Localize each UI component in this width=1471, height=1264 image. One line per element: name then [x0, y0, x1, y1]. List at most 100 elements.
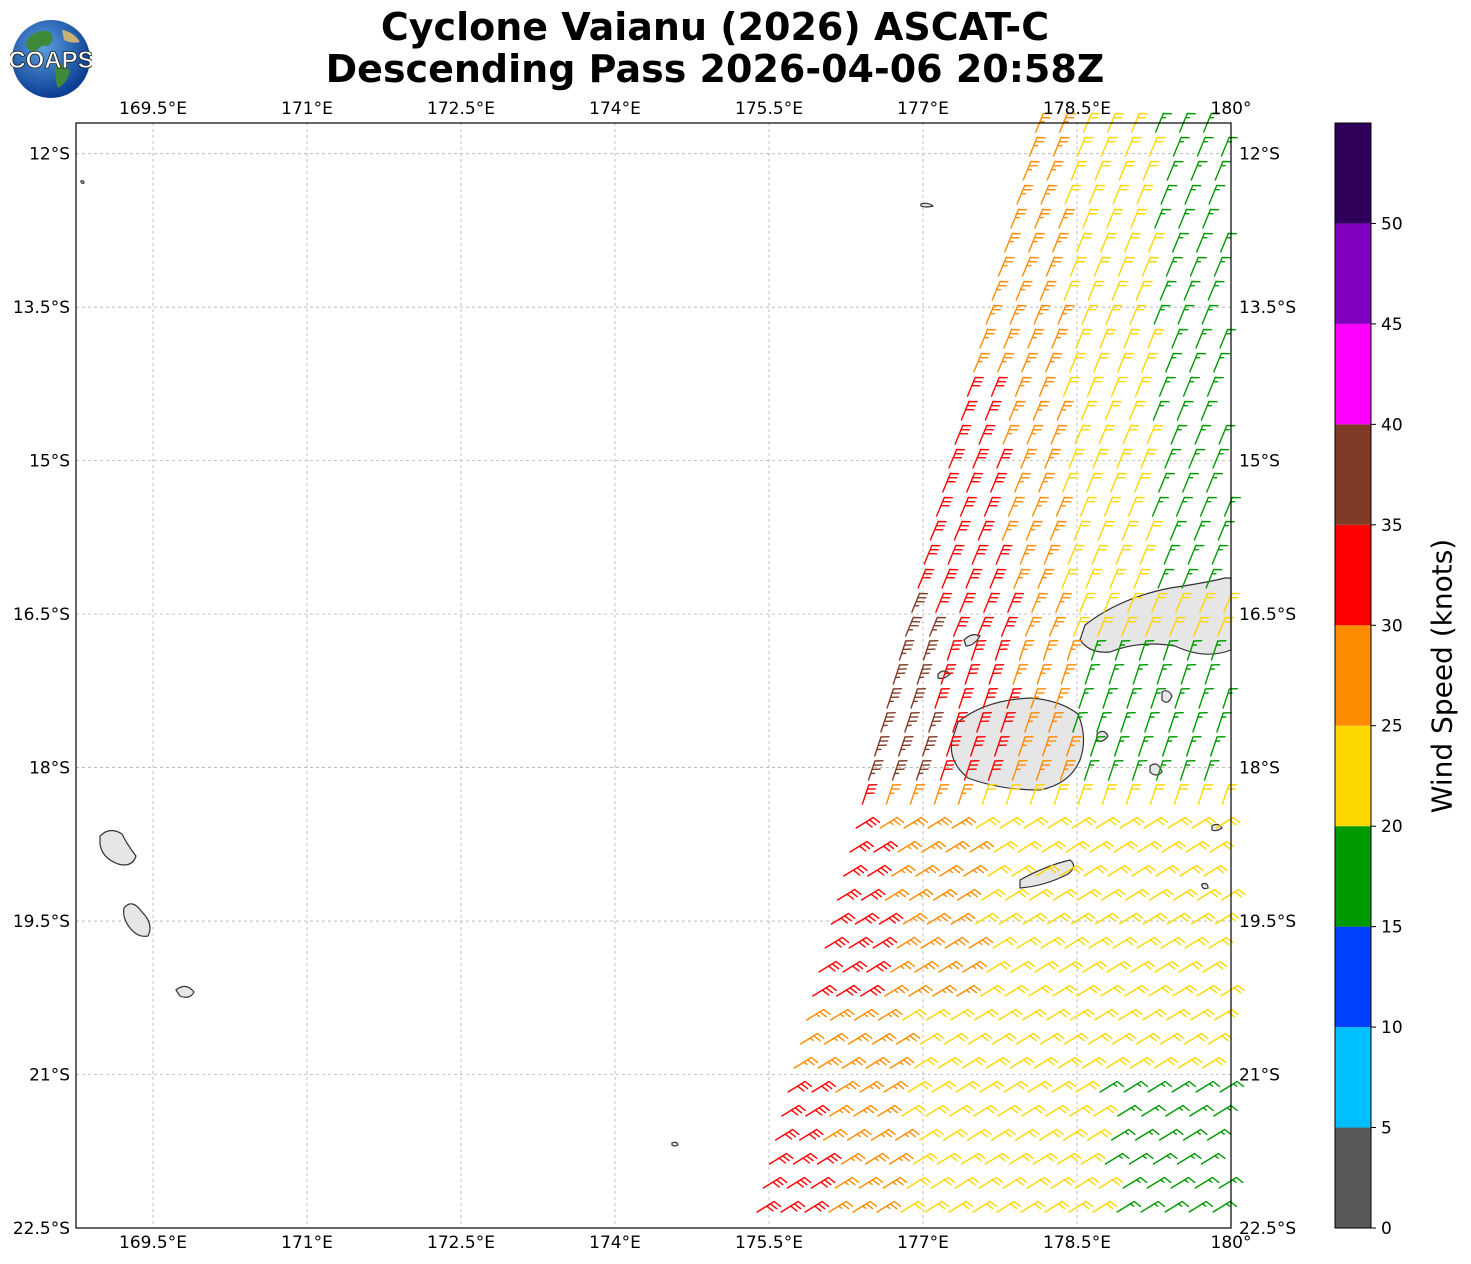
- wind-barb: [969, 840, 994, 853]
- wind-barb: [1169, 616, 1186, 637]
- wind-barb: [954, 424, 972, 445]
- lat-tick-right: 22.5°S: [1239, 1219, 1296, 1239]
- lat-tick-right: 15°S: [1239, 452, 1280, 472]
- wind-barb: [1185, 840, 1210, 853]
- wind-barb: [998, 912, 1024, 925]
- wind-barb: [1165, 1008, 1191, 1021]
- wind-barb: [1126, 688, 1143, 709]
- wind-barb: [1096, 712, 1112, 733]
- lon-tick-bottom: 177°E: [897, 1233, 949, 1253]
- wind-barb: [1034, 208, 1052, 229]
- wind-barb: [981, 784, 998, 805]
- wind-barb: [1003, 328, 1021, 349]
- wind-barb: [1151, 592, 1169, 613]
- wind-barb: [985, 1056, 1011, 1069]
- wind-barb: [1035, 760, 1052, 781]
- wind-barb: [953, 616, 970, 637]
- wind-barb: [911, 592, 929, 613]
- wind-barb: [1114, 640, 1131, 661]
- wind-barb: [1129, 1056, 1155, 1069]
- wind-barb: [829, 1104, 854, 1117]
- wind-barb: [970, 736, 986, 757]
- wind-barb: [1100, 232, 1117, 253]
- wind-barb: [1136, 184, 1154, 205]
- wind-barb: [1074, 424, 1092, 445]
- wind-barb: [1068, 1200, 1094, 1213]
- wind-barb: [1110, 472, 1128, 493]
- wind-barb: [1148, 232, 1165, 253]
- wind-barb: [1111, 1032, 1137, 1045]
- wind-barb: [1148, 888, 1174, 901]
- wind-barb: [1100, 136, 1118, 157]
- wind-barb: [924, 1200, 950, 1213]
- wind-barb: [970, 640, 987, 661]
- wind-barb: [1117, 256, 1135, 277]
- wind-barb: [829, 1008, 855, 1021]
- wind-barb: [1132, 664, 1149, 685]
- wind-barb: [1082, 960, 1108, 973]
- wind-barb: [1162, 640, 1179, 661]
- wind-barb: [980, 888, 1006, 901]
- wind-barb: [988, 664, 1005, 685]
- wind-barb: [877, 1104, 902, 1117]
- wind-barb: [860, 888, 886, 901]
- wind-barb: [1178, 960, 1204, 973]
- colorbar-segment: [1335, 625, 1371, 726]
- wind-barb: [1127, 592, 1145, 613]
- wind-barb: [1015, 1032, 1041, 1045]
- wind-barb: [1129, 304, 1147, 325]
- wind-barb: [1195, 1080, 1221, 1093]
- wind-barb: [861, 784, 878, 805]
- wind-barb: [897, 840, 922, 853]
- wind-barb: [971, 544, 989, 565]
- wind-barb: [1199, 592, 1217, 613]
- wind-barb: [1022, 160, 1040, 181]
- lon-tick-top: 175.5°E: [735, 99, 803, 119]
- wind-barb: [799, 1032, 825, 1045]
- wind-barb: [916, 664, 933, 685]
- wind-barb: [1172, 232, 1189, 253]
- wind-barb: [1094, 160, 1112, 181]
- wind-barb: [959, 496, 977, 517]
- wind-barb: [1115, 544, 1133, 565]
- wind-barb: [1102, 688, 1119, 709]
- wind-barb: [1083, 760, 1100, 781]
- wind-barb: [1141, 256, 1159, 277]
- wind-barb: [1189, 1008, 1215, 1021]
- wind-barb: [891, 760, 908, 781]
- wind-barb: [919, 1128, 944, 1141]
- island-small-7: [671, 1141, 679, 1147]
- wind-barb: [935, 592, 953, 613]
- wind-barb: [1031, 592, 1049, 613]
- wind-barb: [847, 1032, 873, 1045]
- lon-tick-bottom: 178.5°E: [1043, 1233, 1111, 1253]
- wind-barb: [852, 1200, 878, 1213]
- wind-barb: [991, 1032, 1017, 1045]
- wind-barb: [1092, 1200, 1118, 1213]
- wind-barb: [879, 816, 905, 829]
- wind-barb: [1019, 544, 1037, 565]
- wind-barb: [945, 840, 970, 853]
- wind-barb: [877, 1008, 903, 1021]
- wind-barb: [1121, 616, 1138, 637]
- colorbar-tick-label: 20: [1381, 817, 1403, 837]
- wind-barb: [1180, 664, 1197, 685]
- wind-barb: [1065, 840, 1090, 853]
- wind-barb: [1212, 1200, 1238, 1213]
- wind-barb: [967, 1032, 993, 1045]
- colorbar-tick-label: 5: [1381, 1119, 1392, 1139]
- wind-barb: [1118, 160, 1136, 181]
- wind-barb: [1062, 376, 1080, 397]
- wind-barbs: [756, 112, 1246, 1213]
- wind-barb: [990, 472, 1008, 493]
- wind-barb: [964, 664, 981, 685]
- wind-barb: [864, 1152, 890, 1165]
- wind-barb: [1063, 280, 1081, 301]
- wind-barb: [883, 1080, 909, 1093]
- colorbar-segment: [1335, 524, 1371, 626]
- wind-barb: [962, 960, 988, 973]
- wind-barb: [944, 936, 970, 949]
- wind-barb: [834, 1176, 860, 1189]
- wind-barb: [1122, 1176, 1148, 1189]
- wind-barb: [1111, 280, 1129, 301]
